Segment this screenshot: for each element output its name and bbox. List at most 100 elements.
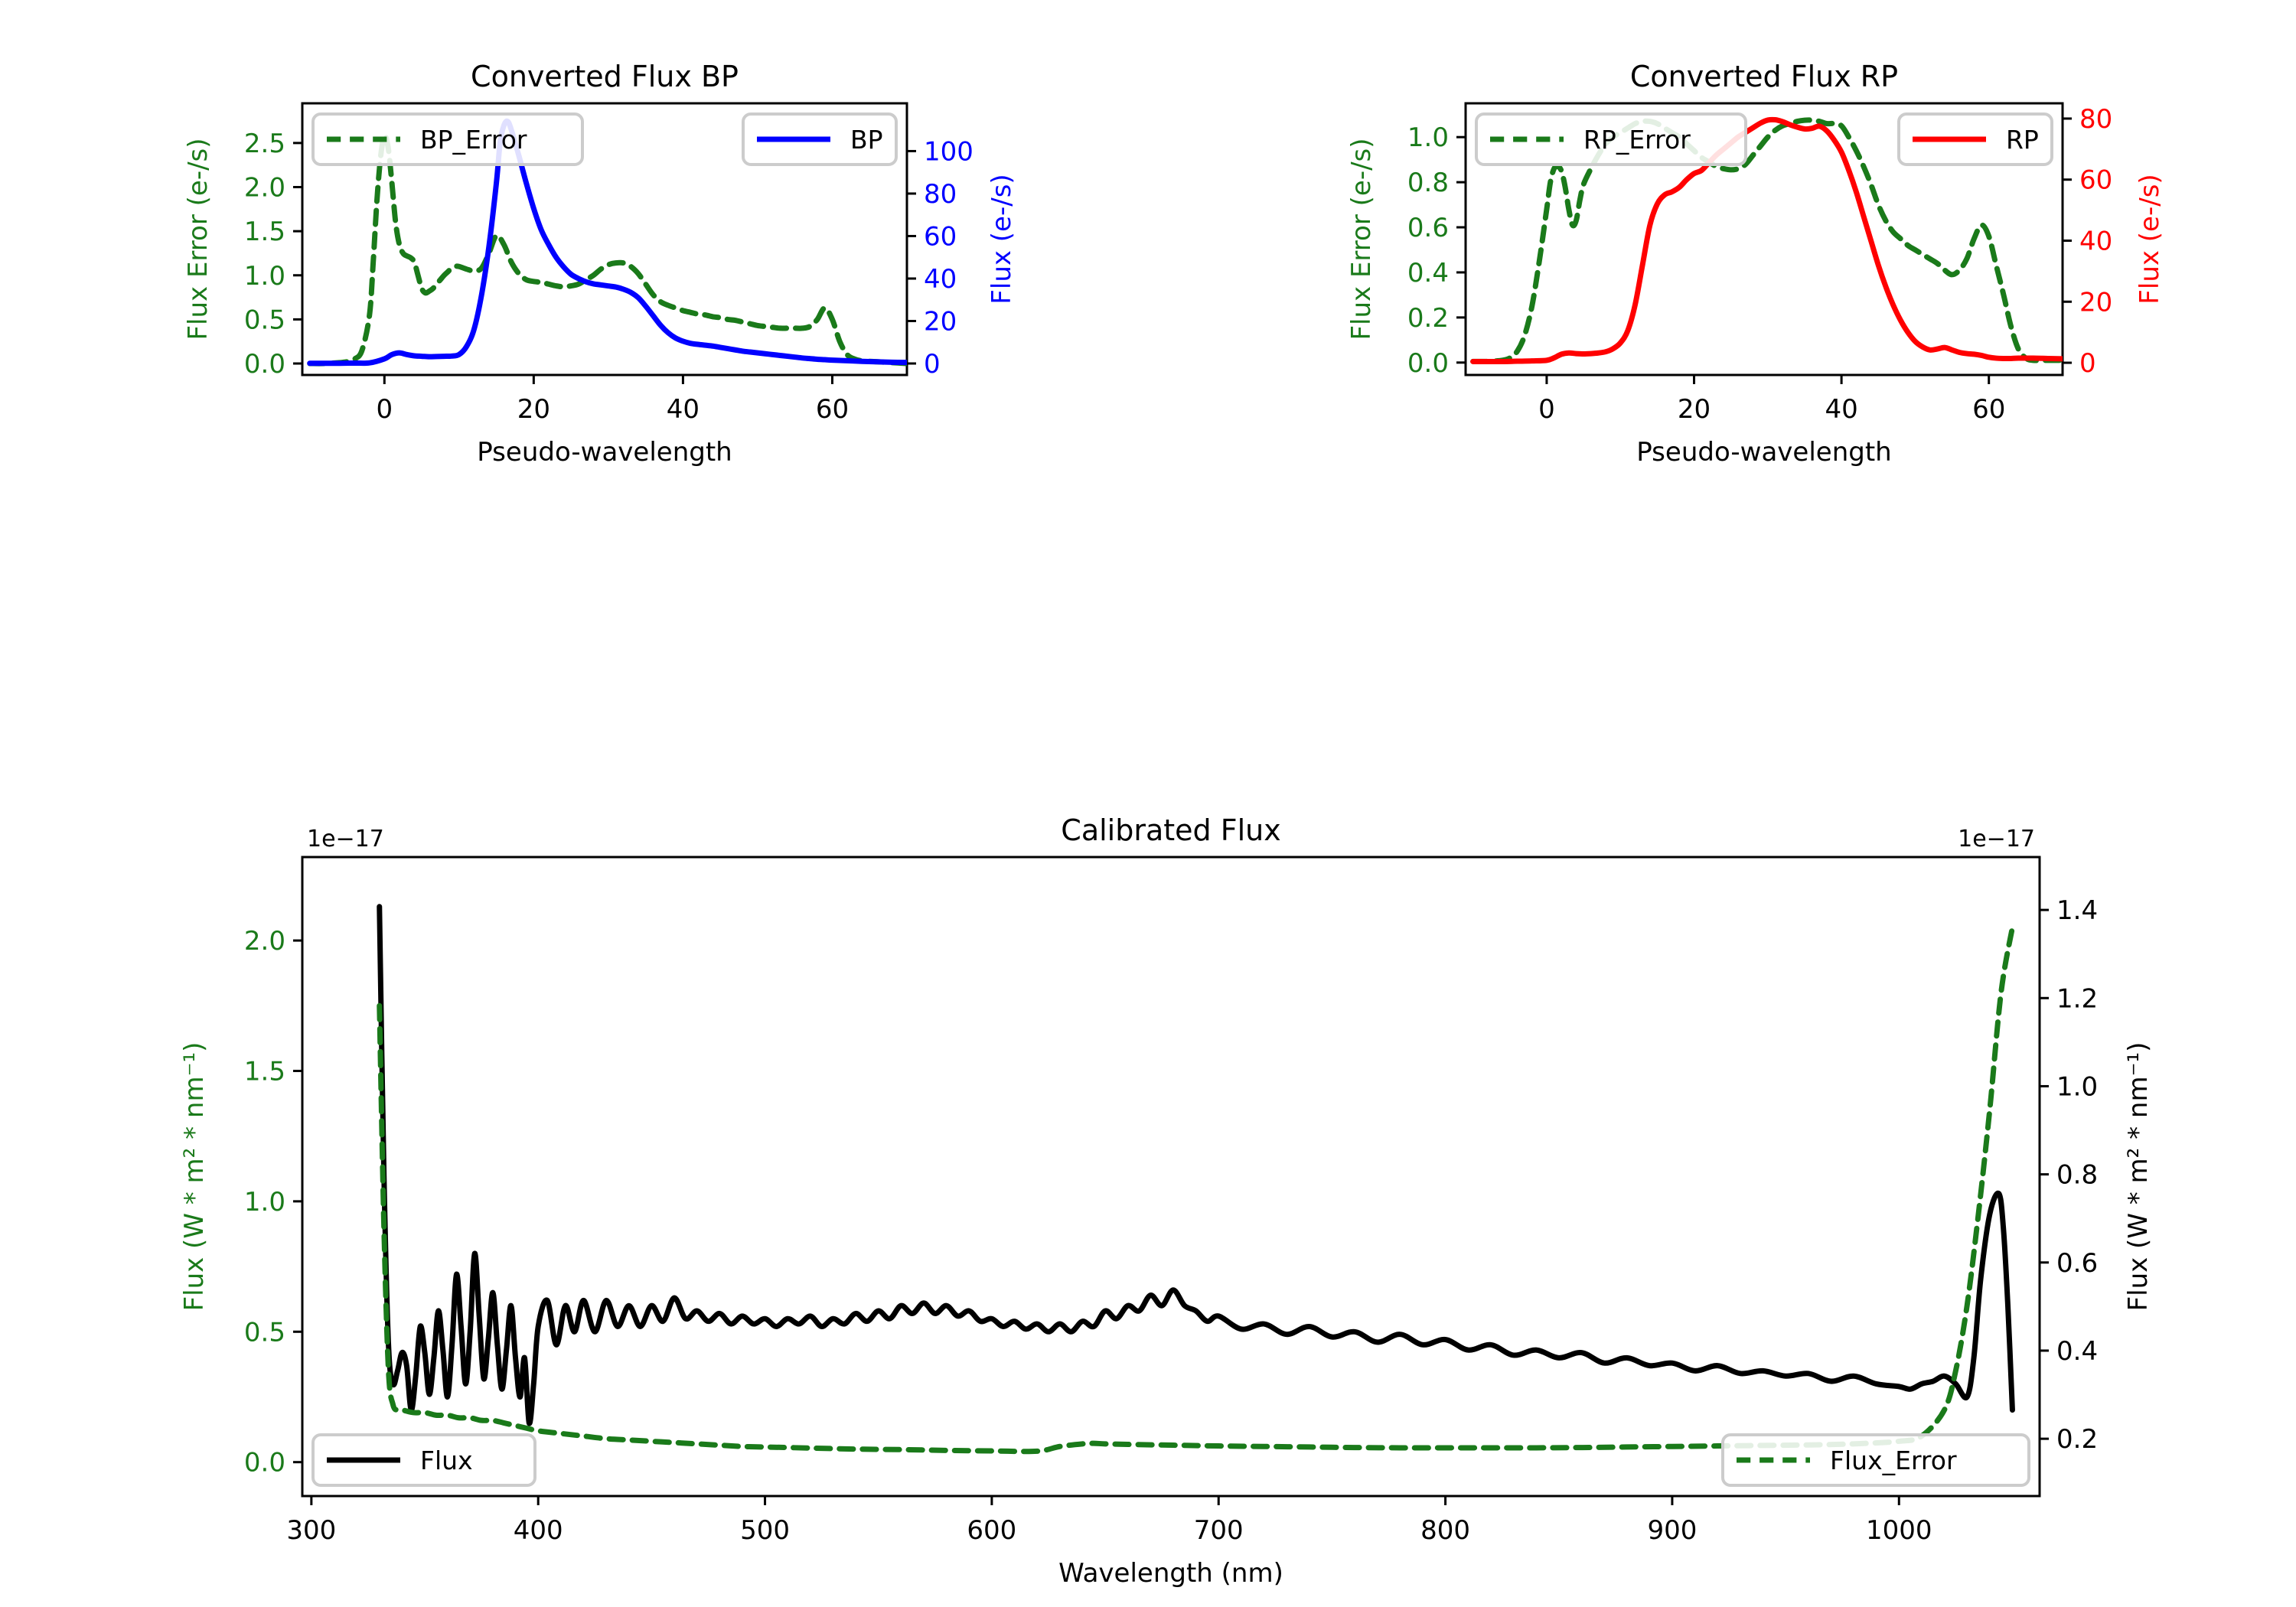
y-tick-label-right: 0 (2079, 348, 2096, 379)
y-tick-label-left: 1.5 (244, 1056, 285, 1087)
x-tick-label: 900 (1647, 1515, 1697, 1546)
y-tick-label-left: 0.0 (244, 1448, 285, 1478)
y-tick-label-right: 20 (2079, 287, 2112, 318)
series-line-bp_error (307, 132, 907, 367)
panel-converted-flux-rp: 0 20 40 60 0.0 0.2 0.4 0.6 0.8 1.0 0 20 40 60 80 RP_Err… (1148, 46, 2296, 468)
y-tick-label-left: 1.0 (244, 261, 285, 292)
y-tick-label-left: 0.6 (1407, 213, 1449, 243)
y-tick-label-right: 0.8 (2056, 1160, 2098, 1191)
y-tick-label-left: 0.5 (244, 305, 285, 335)
chart-title: Calibrated Flux (1061, 813, 1280, 847)
x-axis-label: Pseudo-wavelength (477, 437, 732, 468)
legend-rp_error: RP_Error (1475, 112, 1747, 166)
x-tick-label: 0 (376, 394, 393, 425)
y-tick-label-left: 2.5 (244, 129, 285, 159)
y-tick-label-left: 0.2 (1407, 303, 1449, 334)
y-axis-label-right: Flux (W * m² * nm⁻¹) (2123, 1042, 2154, 1312)
y-tick-label-right: 1.4 (2056, 895, 2098, 926)
x-tick-label: 60 (1972, 394, 2005, 425)
legend-label: BP_Error (420, 125, 527, 155)
legend-label: RP (2006, 125, 2039, 155)
y-tick-label-left: 2.0 (244, 172, 285, 203)
x-tick-label: 0 (1538, 394, 1555, 425)
legend-flux_error: Flux_Error (1721, 1433, 2030, 1487)
series-line-flux (377, 904, 2015, 1426)
x-axis-label: Wavelength (nm) (1058, 1558, 1283, 1589)
x-tick-label: 60 (816, 394, 849, 425)
axes-frame (1464, 102, 2064, 376)
chart-calibrated-flux: 300 400 500 600 700 800 900 1000 0.0 0.5 1.0 1.5 2.0… (179, 813, 2154, 1589)
y-axis-offset-left: 1e−17 (307, 826, 384, 852)
y-tick-label-right: 20 (924, 306, 957, 337)
y-tick-label-right: 0.2 (2056, 1424, 2098, 1455)
legend-label: Flux_Error (1830, 1446, 1957, 1475)
y-tick-label-right: 40 (2079, 226, 2112, 256)
y-tick-label-right: 0.6 (2056, 1248, 2098, 1279)
legend-bp: BP (742, 112, 898, 166)
y-tick-label-left: 1.0 (244, 1187, 285, 1217)
y-tick-label-right: 40 (924, 264, 957, 295)
x-tick-label: 600 (967, 1515, 1016, 1546)
y-tick-label-left: 0.5 (244, 1317, 285, 1348)
y-tick-label-right: 60 (924, 221, 957, 252)
legend-box (1475, 112, 1747, 166)
y-tick-label-right: 0.4 (2056, 1336, 2098, 1367)
y-axis-label-left: Flux Error (e-/s) (1346, 138, 1377, 340)
x-tick-label: 500 (740, 1515, 790, 1546)
y-tick-label-right: 60 (2079, 165, 2112, 196)
chart-converted-flux-bp: 0 20 40 60 0.0 0.5 1.0 1.5 2.0 2.5 0 20 40 60 80 100 BP_… (183, 60, 1017, 468)
legend-label: Flux (420, 1446, 473, 1475)
plot-group: 300 400 500 600 700 800 900 1000 0.0 0.5 1.0 1.5 2.0… (244, 856, 2098, 1546)
legend-box (311, 112, 584, 166)
x-tick-label: 20 (1678, 394, 1711, 425)
y-tick-label-left: 0.8 (1407, 168, 1449, 198)
y-axis-label-left: Flux Error (e-/s) (183, 138, 214, 340)
plot-group: 0 20 40 60 0.0 0.5 1.0 1.5 2.0 2.5 0 20 40 60 80 100 BP_… (244, 102, 974, 425)
y-tick-label-left: 2.0 (244, 926, 285, 957)
legend-flux: Flux (311, 1433, 536, 1487)
y-tick-label-right: 0 (924, 349, 941, 380)
y-tick-label-right: 80 (924, 179, 957, 210)
series-group (1470, 116, 2063, 364)
y-tick-label-right: 1.0 (2056, 1071, 2098, 1102)
x-tick-label: 300 (286, 1515, 336, 1546)
series-line-bp (307, 118, 907, 367)
legend-rp: RP (1897, 112, 2053, 166)
series-group (377, 904, 2015, 1455)
y-axis-label-left: Flux (W * m² * nm⁻¹) (179, 1042, 210, 1312)
chart-title: Converted Flux BP (471, 60, 739, 93)
y-tick-label-right: 80 (2079, 104, 2112, 135)
x-tick-label: 700 (1194, 1515, 1244, 1546)
legend-label: BP (850, 125, 883, 155)
chart-converted-flux-rp: 0 20 40 60 0.0 0.2 0.4 0.6 0.8 1.0 0 20 40 60 80 RP_Err… (1346, 60, 2165, 468)
y-axis-label-right: Flux (e-/s) (2135, 174, 2165, 304)
legend-label: RP_Error (1583, 125, 1691, 155)
legend-box (311, 1433, 536, 1487)
x-tick-label: 40 (667, 394, 700, 425)
series-group (307, 118, 907, 367)
y-tick-label-left: 0.0 (244, 349, 285, 380)
x-tick-label: 800 (1420, 1515, 1470, 1546)
x-axis-label: Pseudo-wavelength (1636, 437, 1891, 468)
series-line-rp_error (1470, 117, 2063, 364)
chart-title: Converted Flux RP (1630, 60, 1898, 93)
y-axis-label-right: Flux (e-/s) (987, 174, 1017, 304)
y-tick-label-left: 1.0 (1407, 122, 1449, 153)
plot-group: 0 20 40 60 0.0 0.2 0.4 0.6 0.8 1.0 0 20 40 60 80 RP_Err… (1407, 102, 2112, 425)
axes-frame (301, 102, 908, 376)
y-tick-label-left: 1.5 (244, 217, 285, 247)
y-tick-label-right: 100 (924, 136, 974, 167)
y-tick-label-left: 0.4 (1407, 258, 1449, 288)
y-tick-label-left: 0.0 (1407, 348, 1449, 379)
x-tick-label: 400 (514, 1515, 563, 1546)
y-tick-label-right: 1.2 (2056, 983, 2098, 1014)
legend-bp_error: BP_Error (311, 112, 584, 166)
x-tick-label: 40 (1825, 394, 1857, 425)
legend-box (1721, 1433, 2030, 1487)
x-tick-label: 1000 (1866, 1515, 1932, 1546)
y-axis-offset-right: 1e−17 (1958, 826, 2035, 852)
axes-frame (301, 856, 2041, 1498)
panel-converted-flux-bp: 0 20 40 60 0.0 0.5 1.0 1.5 2.0 2.5 0 20 40 60 80 100 BP_… (0, 46, 1148, 468)
series-line-rp (1470, 116, 2063, 364)
